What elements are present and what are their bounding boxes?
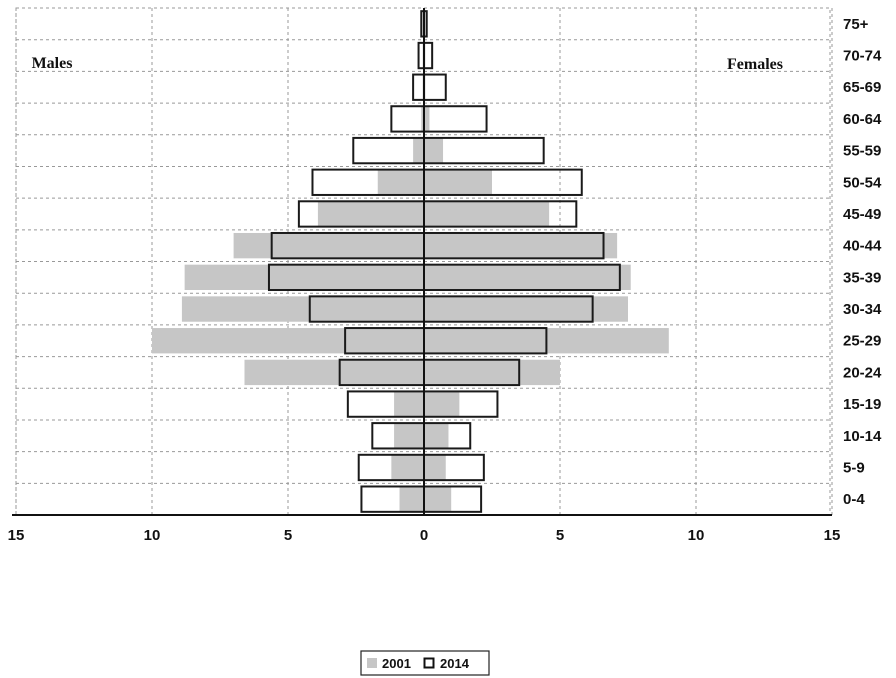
age-labels: 0-4 5-9 10-14 15-19 20-24 25-29 30-34 35-39 40-4…: [843, 16, 882, 508]
bar-2001-females-30-34: [424, 296, 628, 322]
bar-2001-females-15-19: [424, 391, 460, 417]
age-label-55-59: 55-59: [843, 143, 881, 160]
bar-2001-males-55-59: [413, 137, 424, 164]
bar-2014-females-60-64: [423, 105, 488, 133]
bar-2001-females-60-64: [424, 106, 430, 132]
bar-2001-females-5-9: [424, 454, 446, 481]
males-label: Males: [32, 55, 73, 72]
x-tick-label: 15: [8, 527, 25, 544]
bar-2001-males-35-39: [184, 264, 424, 291]
bar-2001-females-20-24: [424, 359, 560, 386]
bar-2001-males-50-54: [377, 169, 424, 195]
age-label-25-29: 25-29: [843, 333, 881, 350]
bar-2001-males-0-4: [399, 486, 424, 512]
bar-2001-males-20-24: [244, 359, 424, 386]
age-label-20-24: 20-24: [843, 364, 882, 381]
x-tick-label: 10: [688, 527, 705, 544]
legend-label-2014: 2014: [440, 656, 470, 671]
age-label-10-14: 10-14: [843, 428, 882, 445]
bar-2001-males-10-14: [394, 423, 424, 449]
bar-2001-females-55-59: [424, 137, 444, 164]
age-label-35-39: 35-39: [843, 269, 881, 286]
axis-layer: [12, 8, 832, 516]
age-label-15-19: 15-19: [843, 396, 881, 413]
bar-2001-males-45-49: [317, 201, 424, 227]
females-label: Females: [727, 56, 783, 73]
legend-label-2001: 2001: [382, 656, 411, 671]
series-2001-bars: [152, 11, 669, 512]
bar-2014-females-65-69: [423, 73, 447, 101]
age-label-50-54: 50-54: [843, 174, 882, 191]
legend-swatch-2014: [423, 657, 435, 669]
bar-2001-males-5-9: [391, 454, 424, 481]
age-label-45-49: 45-49: [843, 206, 881, 223]
bar-2001-males-60-64: [421, 106, 424, 132]
grid-layer: [15, 7, 833, 516]
bar-2001-males-15-19: [394, 391, 424, 417]
bar-2001-males-40-44: [233, 232, 424, 259]
legend-swatch-2001: [367, 658, 377, 668]
x-tick-label: 5: [556, 527, 564, 544]
bar-2001-males-25-29: [152, 328, 424, 354]
age-label-60-64: 60-64: [843, 111, 882, 128]
bar-2001-males-30-34: [181, 296, 424, 322]
x-tick-labels: 15 10 5 0 5 10 15: [8, 527, 841, 544]
x-tick-label: 15: [824, 527, 841, 544]
age-label-75+: 75+: [843, 16, 869, 33]
age-label-5-9: 5-9: [843, 459, 865, 476]
x-tick-label: 0: [420, 527, 428, 544]
bar-2001-females-10-14: [424, 423, 449, 449]
age-label-0-4: 0-4: [843, 491, 865, 508]
bar-2014-males-65-69: [412, 73, 425, 101]
age-label-65-69: 65-69: [843, 79, 881, 96]
series-2014-bars: [267, 10, 621, 513]
age-label-70-74: 70-74: [843, 48, 882, 65]
bar-2001-females-40-44: [424, 232, 618, 259]
bar-2014-males-60-64: [390, 105, 425, 133]
x-tick-label: 10: [144, 527, 161, 544]
bar-2001-females-35-39: [424, 264, 631, 291]
bar-2001-females-45-49: [424, 201, 550, 227]
bar-2001-females-0-4: [424, 486, 452, 512]
age-label-40-44: 40-44: [843, 238, 882, 255]
age-label-30-34: 30-34: [843, 301, 882, 318]
bar-2001-females-50-54: [424, 169, 492, 195]
legend: 2001 2014: [360, 650, 490, 676]
x-tick-label: 5: [284, 527, 292, 544]
